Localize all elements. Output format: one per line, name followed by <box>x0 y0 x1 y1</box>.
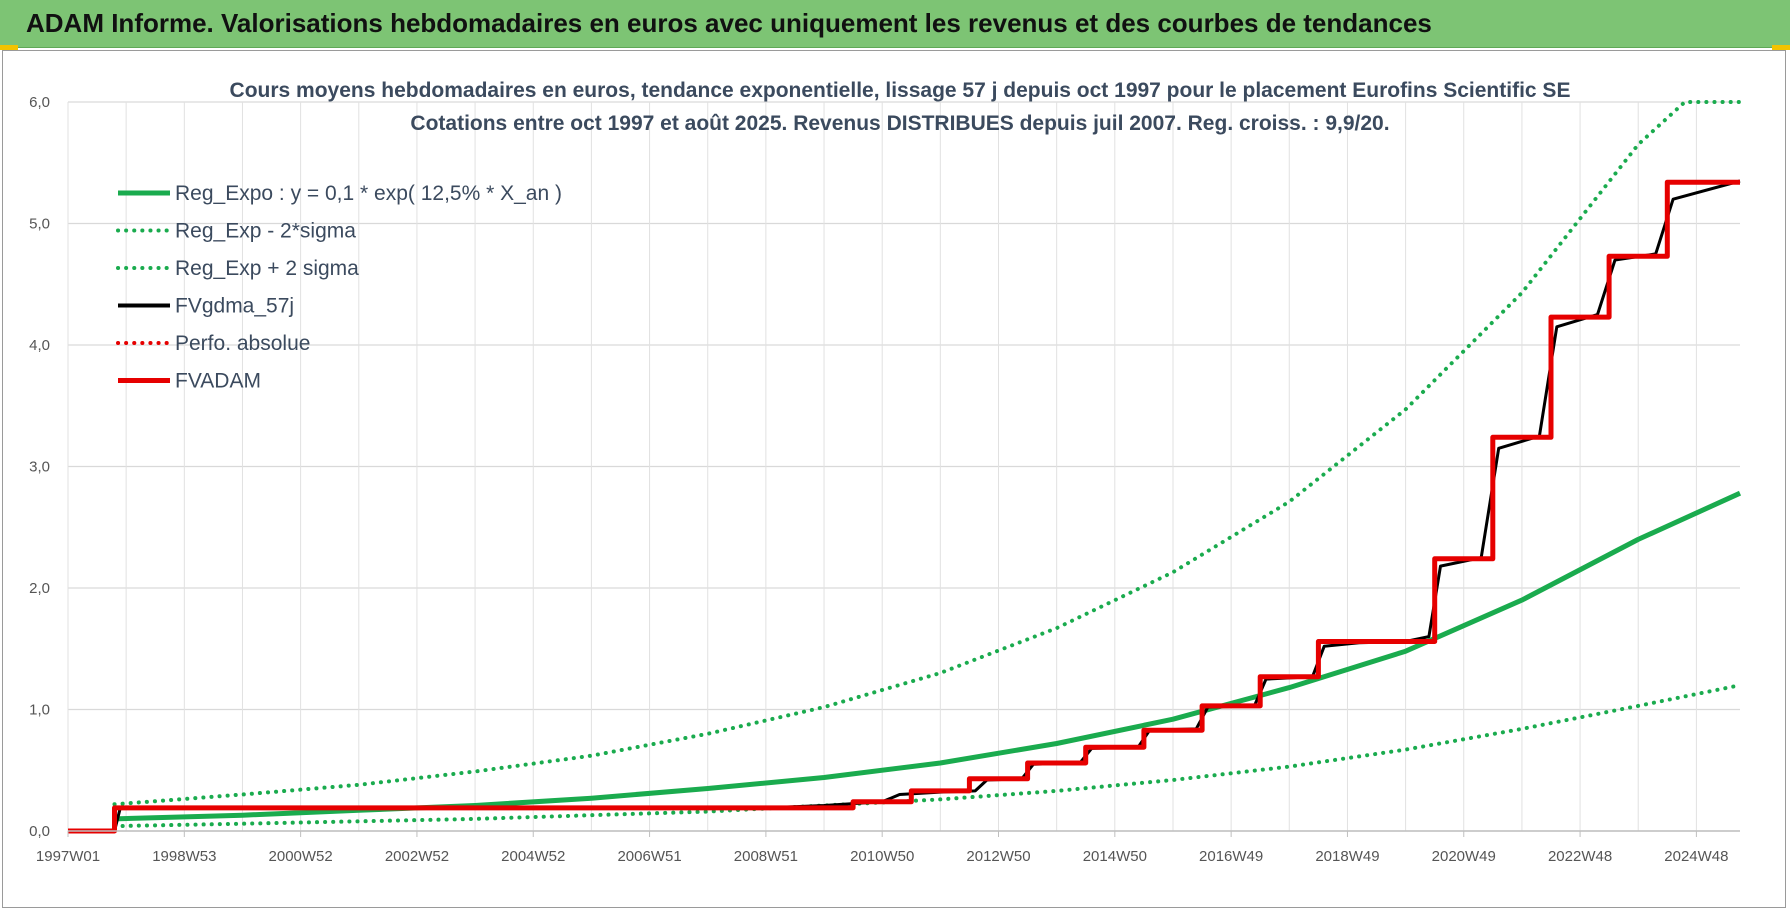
report-title: ADAM Informe. Valorisations hebdomadaire… <box>26 8 1432 38</box>
x-tick-label: 2000W52 <box>269 848 333 865</box>
x-tick-label: 2014W50 <box>1083 848 1147 865</box>
x-tick-label: 2012W50 <box>966 848 1030 865</box>
x-tick-label: 2018W49 <box>1315 848 1379 865</box>
chart-frame <box>2 50 1786 908</box>
legend-label: FVADAM <box>175 370 261 393</box>
chart-title-line: Cours moyens hebdomadaires en euros, ten… <box>230 79 1571 102</box>
x-tick-label: 2016W49 <box>1199 848 1263 865</box>
x-tick-label: 2006W51 <box>617 848 681 865</box>
x-tick-label: 2004W52 <box>501 848 565 865</box>
x-tick-label: 2010W50 <box>850 848 914 865</box>
legend-label: Reg_Expo : y = 0,1 * exp( 12,5% * X_an ) <box>175 182 562 205</box>
x-tick-label: 2020W49 <box>1432 848 1496 865</box>
y-tick-label: 2,0 <box>29 580 50 597</box>
chart-title: Cours moyens hebdomadaires en euros, ten… <box>230 79 1571 135</box>
x-tick-label: 1998W53 <box>152 848 216 865</box>
series-line-2 <box>112 100 1742 807</box>
series-layer <box>68 100 1742 834</box>
x-tick-label: 2008W51 <box>734 848 798 865</box>
axes: 0,0 1,0 2,0 3,0 4,0 5,0 6,0 1997W01 1998W53 2000W… <box>29 94 1740 865</box>
y-tick-label: 6,0 <box>29 94 50 111</box>
legend: Reg_Expo : y = 0,1 * exp( 12,5% * X_an )… <box>116 182 562 393</box>
y-tick-label: 4,0 <box>29 337 50 354</box>
corner-mark-right <box>1772 45 1790 50</box>
y-tick-label: 0,0 <box>29 823 50 840</box>
y-tick-label: 1,0 <box>29 702 50 719</box>
legend-label: Reg_Exp + 2 sigma <box>175 257 359 280</box>
series-line-5 <box>68 179 1740 834</box>
corner-mark-left <box>0 45 18 50</box>
x-tick-label: 2024W48 <box>1664 848 1728 865</box>
x-tick-label: 2002W52 <box>385 848 449 865</box>
y-tick-label: 3,0 <box>29 459 50 476</box>
y-tick-label: 5,0 <box>29 216 50 233</box>
chart-title-line: Cotations entre oct 1997 et août 2025. R… <box>410 112 1389 135</box>
legend-label: FVgdma_57j <box>175 295 294 318</box>
series-line-1 <box>112 683 1742 829</box>
legend-label: Reg_Exp - 2*sigma <box>175 220 356 243</box>
x-tick-label: 1997W01 <box>36 848 100 865</box>
legend-label: Perfo. absolue <box>175 332 310 355</box>
x-tick-label: 2022W48 <box>1548 848 1612 865</box>
header-bar: ADAM Informe. Valorisations hebdomadaire… <box>0 0 1790 48</box>
grid <box>67 101 1740 832</box>
